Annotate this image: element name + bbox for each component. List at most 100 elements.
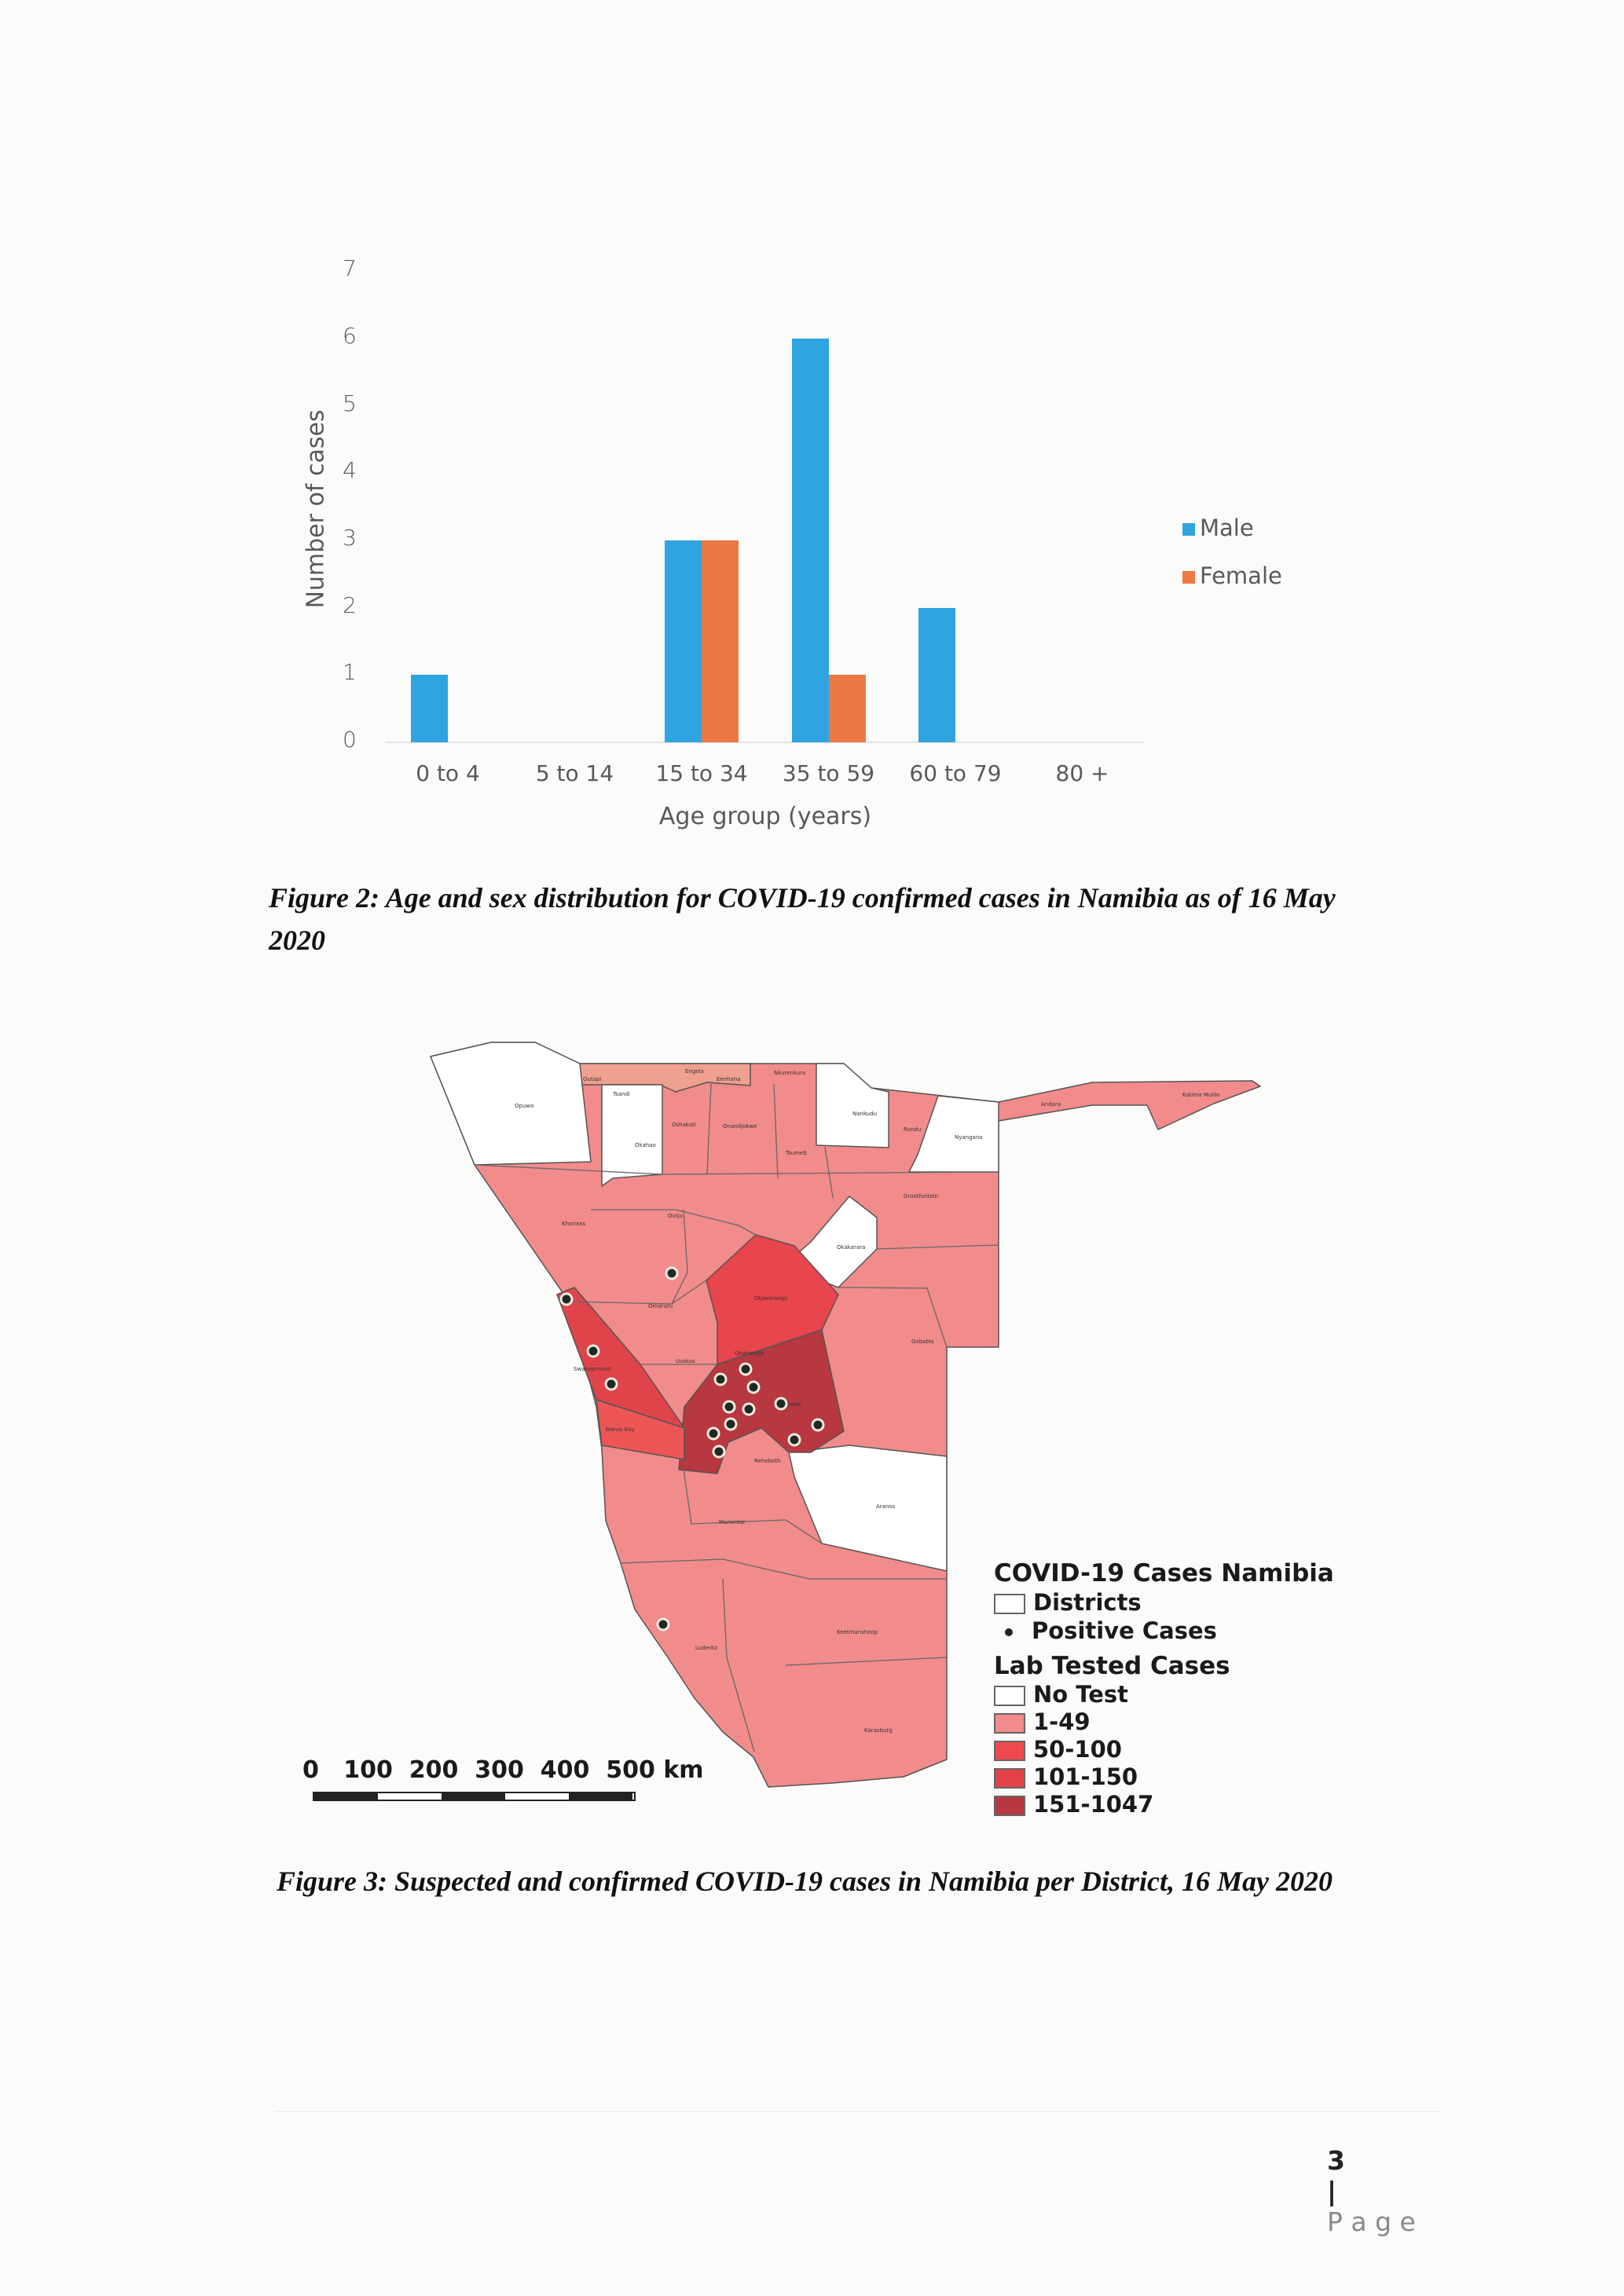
page-number: 3 <box>1326 2145 1345 2176</box>
x-tick-label: 35 to 59 <box>782 760 875 786</box>
legend-class-item: No Test <box>994 1681 1334 1708</box>
district-label: Okahao <box>635 1142 656 1148</box>
class-swatch <box>994 1713 1025 1734</box>
district-label: Tsandi <box>612 1091 630 1097</box>
legend-label: 50-100 <box>1033 1736 1122 1763</box>
positive-case-dot <box>706 1426 720 1441</box>
positive-case-dot <box>712 1445 726 1459</box>
positive-case-dot <box>586 1344 600 1358</box>
scale-bar: 0 100 200 300 400 500 km <box>302 1756 704 1801</box>
page-footer: 3 | P a g e <box>1311 2115 1416 2237</box>
district-swatch <box>994 1594 1025 1614</box>
positive-case-dot <box>742 1402 756 1416</box>
district-label: Outjo <box>668 1213 683 1219</box>
district-label: Windhoek <box>774 1401 802 1408</box>
district-label: Aranos <box>876 1503 896 1510</box>
district-label: Omaruru <box>648 1303 673 1309</box>
district-nankudu-no-test <box>816 1063 889 1148</box>
figure-3-caption: Figure 3: Suspected and confirmed COVID-… <box>277 1866 1333 1897</box>
y-tick-label: 3 <box>343 524 357 551</box>
y-tick-label: 6 <box>343 322 357 349</box>
class-swatch <box>994 1686 1025 1706</box>
positive-case-dot <box>787 1433 801 1447</box>
lab-tested-title: Lab Tested Cases <box>994 1652 1230 1680</box>
y-tick-label: 7 <box>343 255 357 282</box>
district-label: Karasburg <box>864 1727 893 1734</box>
class-swatch <box>994 1796 1025 1816</box>
district-label: Eenhana <box>717 1076 741 1082</box>
district-label: Keetmanshoop <box>837 1629 878 1635</box>
district-label: Katima Mulilo <box>1182 1092 1219 1098</box>
district-label: Onandjokwe <box>723 1123 757 1130</box>
x-axis-title: Age group (years) <box>658 803 872 830</box>
bar-male-0 <box>411 675 448 742</box>
legend-swatch-male <box>1182 523 1195 536</box>
district-label: Tsumeb <box>785 1150 807 1156</box>
namibia-district-map: Opuwo Okahao Tsandi Outapi Engela Eenhan… <box>430 1042 1261 1788</box>
legend-class-item: 151-1047 <box>994 1791 1334 1818</box>
district-label: Otjiwarongo <box>754 1295 787 1302</box>
y-tick-label: 2 <box>343 591 357 618</box>
legend-item-positive: Positive Cases <box>994 1617 1334 1644</box>
legend-class-item: 1-49 <box>994 1708 1334 1735</box>
legend-label: Female <box>1200 562 1282 589</box>
scale-label: 0 100 200 300 400 500 km <box>302 1756 704 1784</box>
bar-female-2 <box>702 540 739 742</box>
district-label: Nyangana <box>955 1134 983 1141</box>
district-okahao-no-test <box>601 1084 663 1187</box>
footer-line <box>275 2111 1438 2112</box>
page-separator: | <box>1326 2176 1337 2206</box>
positive-case-dot <box>559 1292 574 1306</box>
district-label: Okahandja <box>735 1350 764 1357</box>
district-label: Rehoboth <box>754 1458 780 1464</box>
district-label: Rundu <box>904 1126 921 1133</box>
district-label: Opuwo <box>515 1103 533 1109</box>
positive-case-dot-icon <box>1005 1628 1013 1636</box>
district-label: Khorixas <box>562 1221 586 1227</box>
district-label: Walvis Bay <box>605 1426 635 1433</box>
district-label: Okakarara <box>837 1244 865 1251</box>
positive-case-dot <box>604 1377 618 1391</box>
bar-female-3 <box>828 675 866 742</box>
y-tick-label: 4 <box>343 457 357 484</box>
legend-female: Female <box>1182 562 1282 589</box>
district-label: Swakopmund <box>574 1366 610 1372</box>
legend-label: Male <box>1200 514 1254 541</box>
positive-case-dot <box>724 1417 738 1431</box>
y-tick-label: 1 <box>343 659 357 686</box>
x-tick-label: 5 to 14 <box>535 760 614 786</box>
positive-case-dot <box>774 1397 788 1411</box>
positive-case-dot <box>713 1372 728 1386</box>
district-label: Nkurenkuru <box>774 1070 806 1076</box>
positive-case-dot <box>722 1400 736 1414</box>
district-label: Luderitz <box>695 1645 718 1651</box>
district-boundaries <box>474 1083 999 1752</box>
district-label: Mariental <box>719 1519 745 1525</box>
district-label: Oshakati <box>672 1122 696 1128</box>
legend-label: No Test <box>1033 1681 1129 1708</box>
positive-case-dot <box>811 1418 825 1432</box>
legend-label: Positive Cases <box>1032 1617 1217 1644</box>
positive-case-dot <box>656 1617 670 1631</box>
district-opuwo-no-test <box>430 1042 592 1166</box>
legend-item-districts: Districts <box>994 1589 1334 1616</box>
legend-title: COVID-19 Cases Namibia <box>994 1559 1334 1587</box>
district-label: Gobabis <box>911 1338 934 1345</box>
district-labels: Opuwo Okahao Tsandi Outapi Engela Eenhan… <box>515 1068 1219 1734</box>
legend-class-item: 101-150 <box>994 1763 1334 1790</box>
positive-case-dot <box>746 1380 761 1394</box>
y-tick-label: 5 <box>343 390 357 416</box>
district-label: Usakos <box>676 1358 695 1364</box>
bar-male-4 <box>918 607 955 742</box>
figure-2-caption: Figure 2: Age and sex distribution for C… <box>269 881 1447 957</box>
x-tick-label: 60 to 79 <box>909 760 1002 786</box>
positive-case-dot <box>739 1362 753 1376</box>
map-legend: COVID-19 Cases Namibia Districts Positiv… <box>994 1559 1334 1818</box>
district-label: Engela <box>685 1068 704 1075</box>
class-swatch <box>994 1741 1025 1761</box>
x-tick-label: 15 to 34 <box>655 760 748 786</box>
district-label: Nankudu <box>852 1111 877 1117</box>
district-aranos-no-test <box>788 1445 948 1572</box>
legend-label: Districts <box>1033 1589 1142 1616</box>
page-label: P a g e <box>1326 2206 1416 2237</box>
